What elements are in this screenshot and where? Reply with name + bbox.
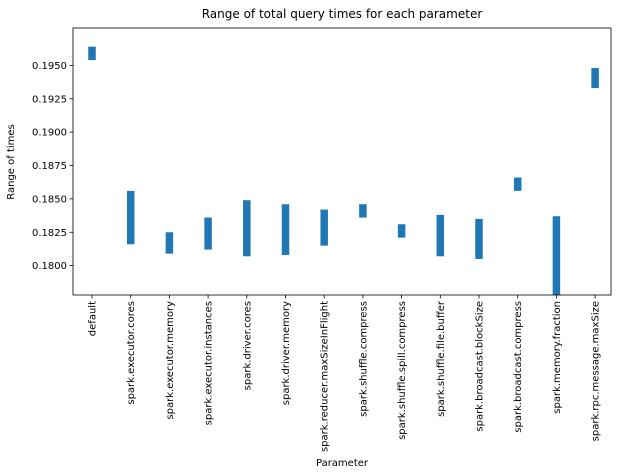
range-bar (591, 68, 599, 89)
range-bar (552, 216, 561, 295)
y-axis-title: Range of times (6, 124, 17, 200)
x-axis-ticks: default spark.executor.cores spark.executo… (88, 295, 602, 452)
x-tick-label: spark.executor.instances (204, 301, 215, 425)
x-axis-title: Parameter (316, 458, 369, 469)
range-bar (243, 200, 251, 257)
y-tick-label: 0.1850 (32, 194, 67, 205)
x-tick-label: spark.broadcast.compress (513, 301, 524, 433)
y-tick-label: 0.1925 (32, 94, 67, 105)
x-tick-label: spark.reducer.maxSizeInFlight (320, 301, 331, 452)
x-tick-label: spark.broadcast.blockSize (475, 301, 486, 432)
y-tick-label: 0.1825 (32, 228, 67, 239)
x-tick-label: spark.executor.cores (126, 301, 137, 405)
range-bar (88, 46, 96, 61)
range-bar (126, 190, 135, 245)
plot-frame (72, 27, 612, 296)
x-tick-label: spark.driver.memory (281, 301, 292, 405)
plot-background (73, 28, 611, 295)
y-axis-ticks: 0.1800 0.1825 0.1850 0.1875 0.1900 0.1925 0.19… (32, 61, 73, 272)
x-tick-label: spark.memory.fraction (552, 301, 563, 414)
range-bar (165, 232, 174, 254)
range-bar (359, 204, 367, 218)
y-tick-label: 0.1950 (32, 61, 67, 72)
range-bar (397, 224, 406, 238)
x-tick-label: spark.shuffle.spill.compress (397, 301, 408, 440)
range-bar (513, 177, 522, 191)
x-tick-label: spark.executor.memory (165, 301, 176, 420)
y-tick-label: 0.1875 (32, 161, 67, 172)
range-bar (204, 217, 212, 250)
chart-title: Range of total query times for each para… (202, 7, 483, 21)
x-tick-label: default (88, 301, 99, 336)
x-tick-label: spark.shuffle.file.buffer (436, 300, 447, 417)
x-tick-label: spark.shuffle.compress (358, 301, 369, 417)
range-bar (475, 218, 483, 259)
y-tick-label: 0.1900 (32, 128, 67, 139)
bars-group (88, 46, 599, 295)
y-tick-label: 0.1800 (32, 261, 67, 272)
x-tick-label: spark.driver.cores (242, 301, 253, 390)
range-bar (320, 209, 328, 246)
range-bar (436, 214, 445, 257)
plot-area (73, 28, 611, 295)
x-tick-label: spark.rpc.message.maxSize (591, 301, 602, 441)
range-bar (281, 204, 290, 255)
